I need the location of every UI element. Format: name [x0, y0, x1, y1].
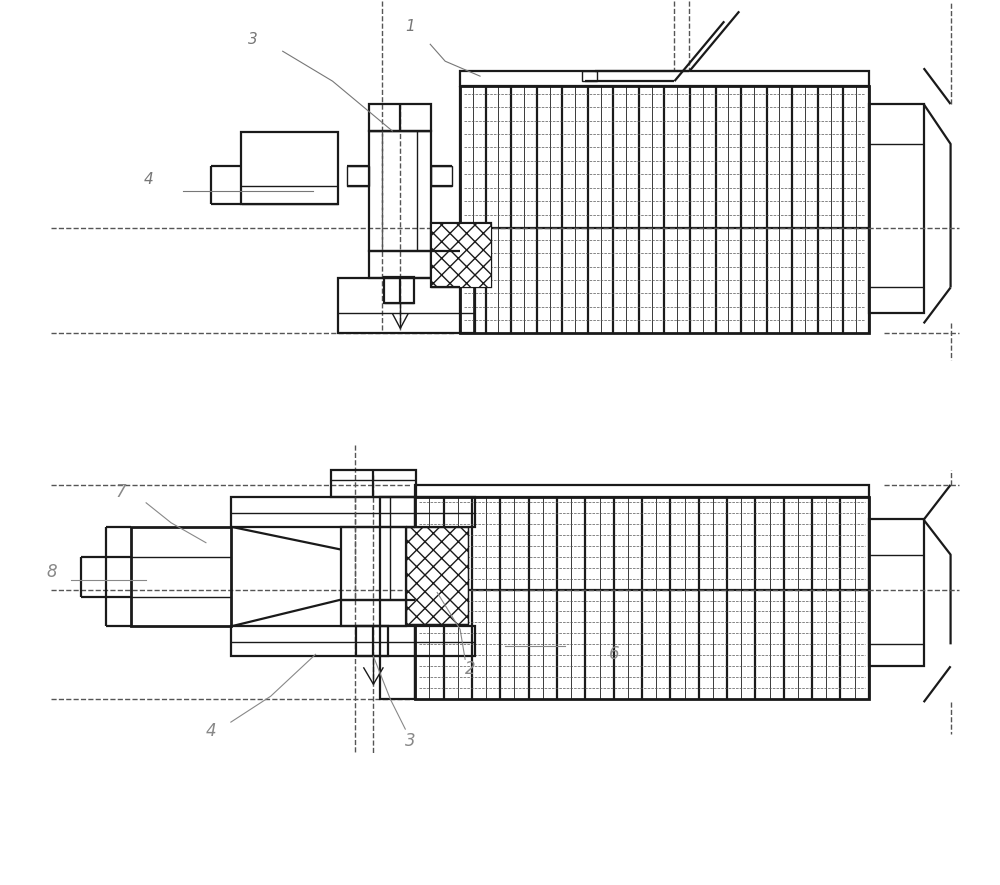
Text: 1: 1 [405, 19, 415, 35]
Bar [369, 131, 431, 250]
Bar [869, 104, 924, 313]
Bar [406, 527, 468, 625]
Bar [431, 223, 491, 288]
Bar [369, 250, 431, 278]
Bar [231, 496, 475, 527]
Bar [369, 104, 431, 131]
Bar [380, 496, 415, 699]
Bar [415, 485, 869, 496]
Text: 4: 4 [206, 722, 216, 740]
Bar [241, 132, 338, 204]
Bar [331, 470, 416, 496]
Bar [384, 276, 414, 304]
Bar [431, 223, 491, 288]
Bar [406, 527, 468, 625]
Text: 3: 3 [405, 732, 416, 750]
Bar [338, 278, 475, 334]
Bar [431, 165, 452, 186]
Bar [460, 71, 869, 86]
Bar [415, 496, 869, 699]
Bar [131, 527, 231, 627]
Text: 4: 4 [143, 172, 153, 187]
Text: 6: 6 [609, 645, 620, 664]
Text: 2: 2 [465, 660, 475, 678]
Bar [341, 599, 406, 627]
Bar [356, 627, 388, 657]
Bar [231, 627, 475, 657]
Bar [582, 71, 597, 81]
Bar [869, 519, 924, 666]
Text: 3: 3 [248, 32, 258, 47]
Text: 7: 7 [116, 483, 127, 501]
Bar [347, 165, 369, 186]
Bar [460, 86, 869, 334]
Bar [341, 527, 406, 599]
Text: 8: 8 [46, 563, 57, 581]
